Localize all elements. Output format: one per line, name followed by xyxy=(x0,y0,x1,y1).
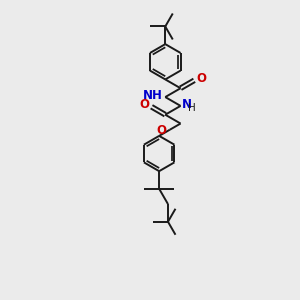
Text: NH: NH xyxy=(143,89,163,102)
Text: N: N xyxy=(182,98,192,111)
Text: O: O xyxy=(140,98,149,111)
Text: O: O xyxy=(157,124,166,136)
Text: O: O xyxy=(196,72,206,86)
Text: H: H xyxy=(188,103,196,113)
